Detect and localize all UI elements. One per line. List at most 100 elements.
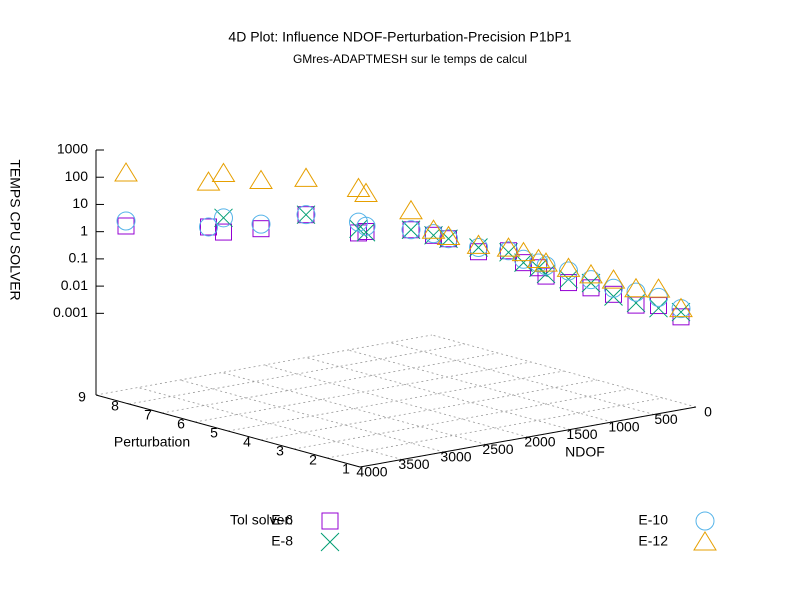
point	[211, 162, 236, 182]
legend-label: E-6	[271, 512, 293, 528]
legend-label: E-10	[638, 512, 668, 528]
grid-line	[161, 352, 499, 414]
grid-line	[227, 370, 565, 432]
grid-line	[389, 342, 655, 415]
point	[114, 162, 138, 182]
grid-line	[221, 372, 487, 445]
y-tick-label: 5	[210, 425, 218, 441]
grid-line	[194, 361, 532, 423]
point	[582, 279, 600, 297]
point	[559, 261, 578, 281]
point	[626, 282, 646, 302]
point	[559, 269, 578, 289]
x-tick-label: 1000	[608, 419, 639, 435]
point	[646, 278, 671, 298]
grid-line	[326, 397, 664, 459]
x-tick-label: 0	[704, 404, 712, 420]
x-axis	[359, 406, 697, 468]
x-tick-label: 2500	[482, 441, 513, 457]
z-tick-label: 1000	[57, 141, 88, 157]
point	[529, 253, 548, 273]
point	[296, 205, 316, 225]
y-tick-label: 1	[342, 461, 350, 477]
x-tick-label: 3000	[440, 449, 471, 465]
point	[356, 216, 376, 236]
y-tick-label: 7	[144, 407, 152, 423]
point	[469, 238, 488, 258]
chart-subtitle: GMres-ADAPTMESH sur le temps de calcul	[293, 52, 527, 66]
point	[579, 263, 603, 284]
chart-title: 4D Plot: Influence NDOF-Perturbation-Pre…	[228, 29, 571, 45]
z-axis-label: TEMPS CPU SOLVER	[7, 159, 23, 300]
point	[296, 205, 316, 225]
point	[496, 237, 521, 257]
point	[534, 252, 558, 272]
legend-marker	[693, 531, 717, 551]
point	[354, 182, 378, 202]
legend-marker	[695, 511, 715, 531]
grid-line	[128, 343, 466, 405]
point	[556, 257, 581, 277]
y-tick-label: 8	[111, 398, 119, 414]
point	[214, 208, 233, 228]
point	[214, 208, 233, 228]
point	[294, 167, 318, 187]
z-tick-label: 100	[65, 168, 89, 184]
legend-label: E-8	[271, 533, 293, 549]
x-tick-label: 2000	[524, 434, 555, 450]
point	[425, 226, 442, 244]
y-tick-label: 2	[309, 452, 317, 468]
point	[249, 169, 273, 190]
point	[671, 302, 691, 322]
legend-marker	[320, 532, 340, 552]
z-tick-label: 0.001	[53, 304, 88, 320]
point	[399, 199, 423, 220]
point	[297, 206, 315, 224]
x-tick-label: 3500	[398, 456, 429, 472]
point	[605, 285, 622, 303]
point	[536, 256, 556, 276]
point	[356, 222, 376, 242]
point	[671, 299, 691, 319]
y-tick-label: 4	[243, 434, 251, 450]
point	[436, 225, 461, 246]
point	[401, 220, 421, 240]
point	[511, 241, 536, 262]
point	[601, 269, 626, 289]
grid-line	[293, 388, 631, 450]
y-tick-label: 3	[276, 443, 284, 459]
y-tick-label: 9	[78, 389, 86, 405]
grid-line	[260, 379, 598, 441]
point	[499, 241, 518, 261]
point	[421, 219, 446, 239]
x-axis-label: NDOF	[565, 444, 605, 460]
point	[251, 214, 271, 234]
point	[526, 248, 551, 269]
y-axis	[95, 394, 361, 468]
point	[604, 287, 623, 306]
z-tick-label: 0.01	[61, 277, 88, 293]
point	[402, 221, 420, 239]
point	[669, 297, 693, 318]
grid-line	[95, 334, 433, 396]
point	[401, 220, 421, 240]
legend-title: Tol solver:	[230, 512, 293, 528]
point	[199, 217, 218, 237]
point	[116, 211, 136, 231]
grid-line	[305, 357, 571, 430]
z-tick-label: 10	[72, 195, 88, 211]
point	[514, 253, 533, 272]
point	[649, 298, 668, 318]
point	[200, 218, 217, 236]
legend-marker	[321, 512, 339, 530]
x-tick-label: 500	[654, 411, 678, 427]
z-tick-label: 0.1	[69, 250, 89, 266]
point	[624, 277, 648, 298]
y-axis-label: Perturbation	[114, 434, 190, 450]
point	[424, 224, 443, 244]
x-tick-label: 1500	[566, 426, 597, 442]
z-tick-label: 1	[80, 222, 88, 238]
legend-label: E-12	[638, 533, 668, 549]
point	[560, 274, 577, 292]
